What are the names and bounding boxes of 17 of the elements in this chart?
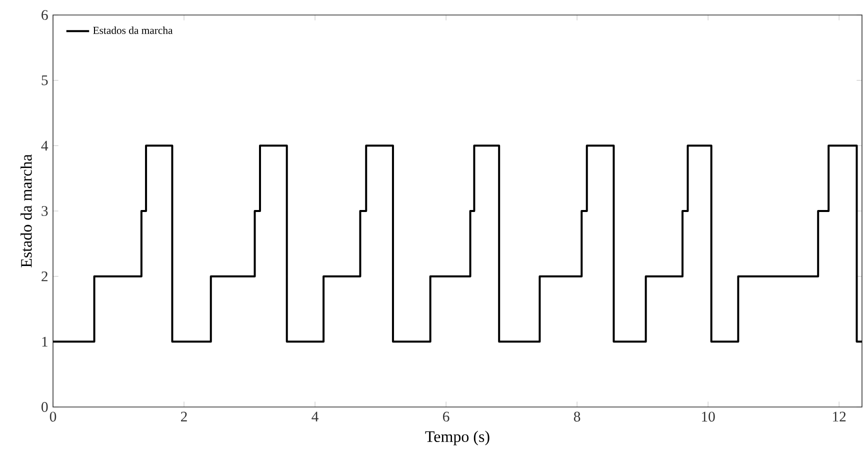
y-tick-label: 4: [41, 140, 48, 150]
y-tick-label: 2: [42, 271, 48, 282]
y-tick-label: 1: [42, 336, 48, 346]
y-axis-title: Estado da marcha: [20, 154, 32, 268]
x-tick-label: 8: [574, 412, 580, 422]
x-axis-title: Tempo (s): [425, 430, 490, 446]
legend-label: Estados da marcha: [93, 26, 173, 34]
x-tick-label: 10: [702, 412, 715, 422]
x-tick-label: 12: [833, 412, 846, 422]
x-tick-label: 4: [312, 412, 318, 422]
x-tick-label: 0: [50, 412, 56, 422]
y-tick-label: 6: [42, 10, 48, 20]
y-tick-label: 0: [42, 402, 48, 412]
y-tick-label: 5: [42, 75, 48, 86]
y-tick-label: 3: [42, 206, 48, 216]
x-tick-label: 2: [181, 412, 187, 422]
x-tick-label: 6: [443, 412, 450, 422]
